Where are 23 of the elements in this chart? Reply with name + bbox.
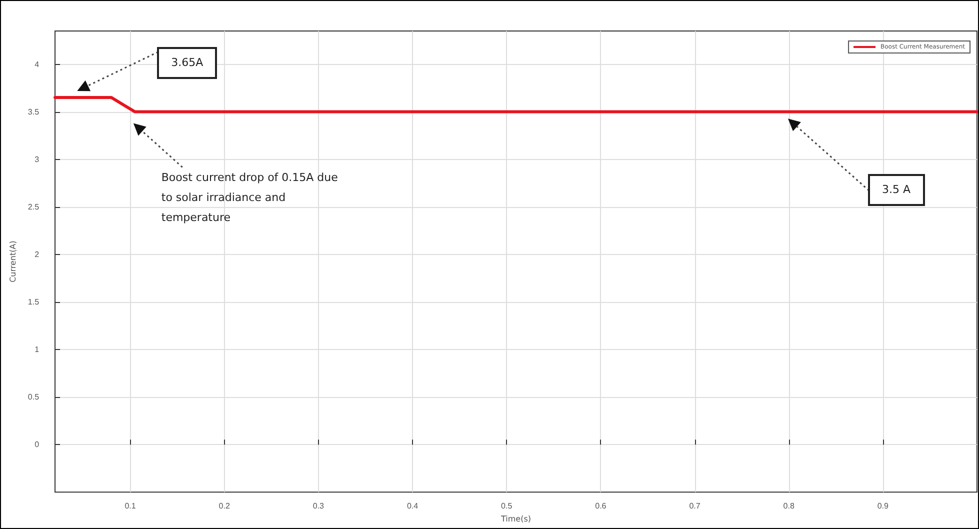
x-tick-label: 0.2: [218, 502, 230, 511]
x-tick-label: 0.7: [689, 502, 701, 511]
x-tick-label: 0.1: [124, 502, 136, 511]
y-tick-label: 4: [34, 60, 40, 69]
y-tick-label: 0: [34, 440, 40, 450]
x-tick-label: 0.9: [877, 502, 890, 511]
y-tick-label: 0.5: [28, 392, 40, 402]
x-axis-title: Time(s): [500, 514, 532, 524]
x-tick-label: 0.5: [501, 502, 513, 511]
x-tick-label: 0.6: [595, 502, 607, 511]
x-tick-label: 0.8: [783, 502, 795, 511]
annotation: 3.65A: [157, 46, 218, 79]
y-tick-label: 3: [34, 154, 40, 164]
y-tick-label: 2.5: [28, 202, 40, 212]
y-axis-title: Current(A): [8, 240, 18, 282]
x-tick-label: 0.4: [406, 502, 419, 511]
annotation: 3.5 A: [868, 174, 924, 206]
x-tick-label: 0.3: [312, 502, 325, 511]
y-tick-label: 1.5: [28, 297, 40, 306]
y-tick-label: 1: [34, 344, 40, 354]
y-tick-label: 3.5: [28, 107, 40, 116]
y-tick-label: 2: [34, 250, 40, 259]
annotation: Boost current drop of 0.15A due to solar irradiance and temperature: [161, 170, 339, 226]
